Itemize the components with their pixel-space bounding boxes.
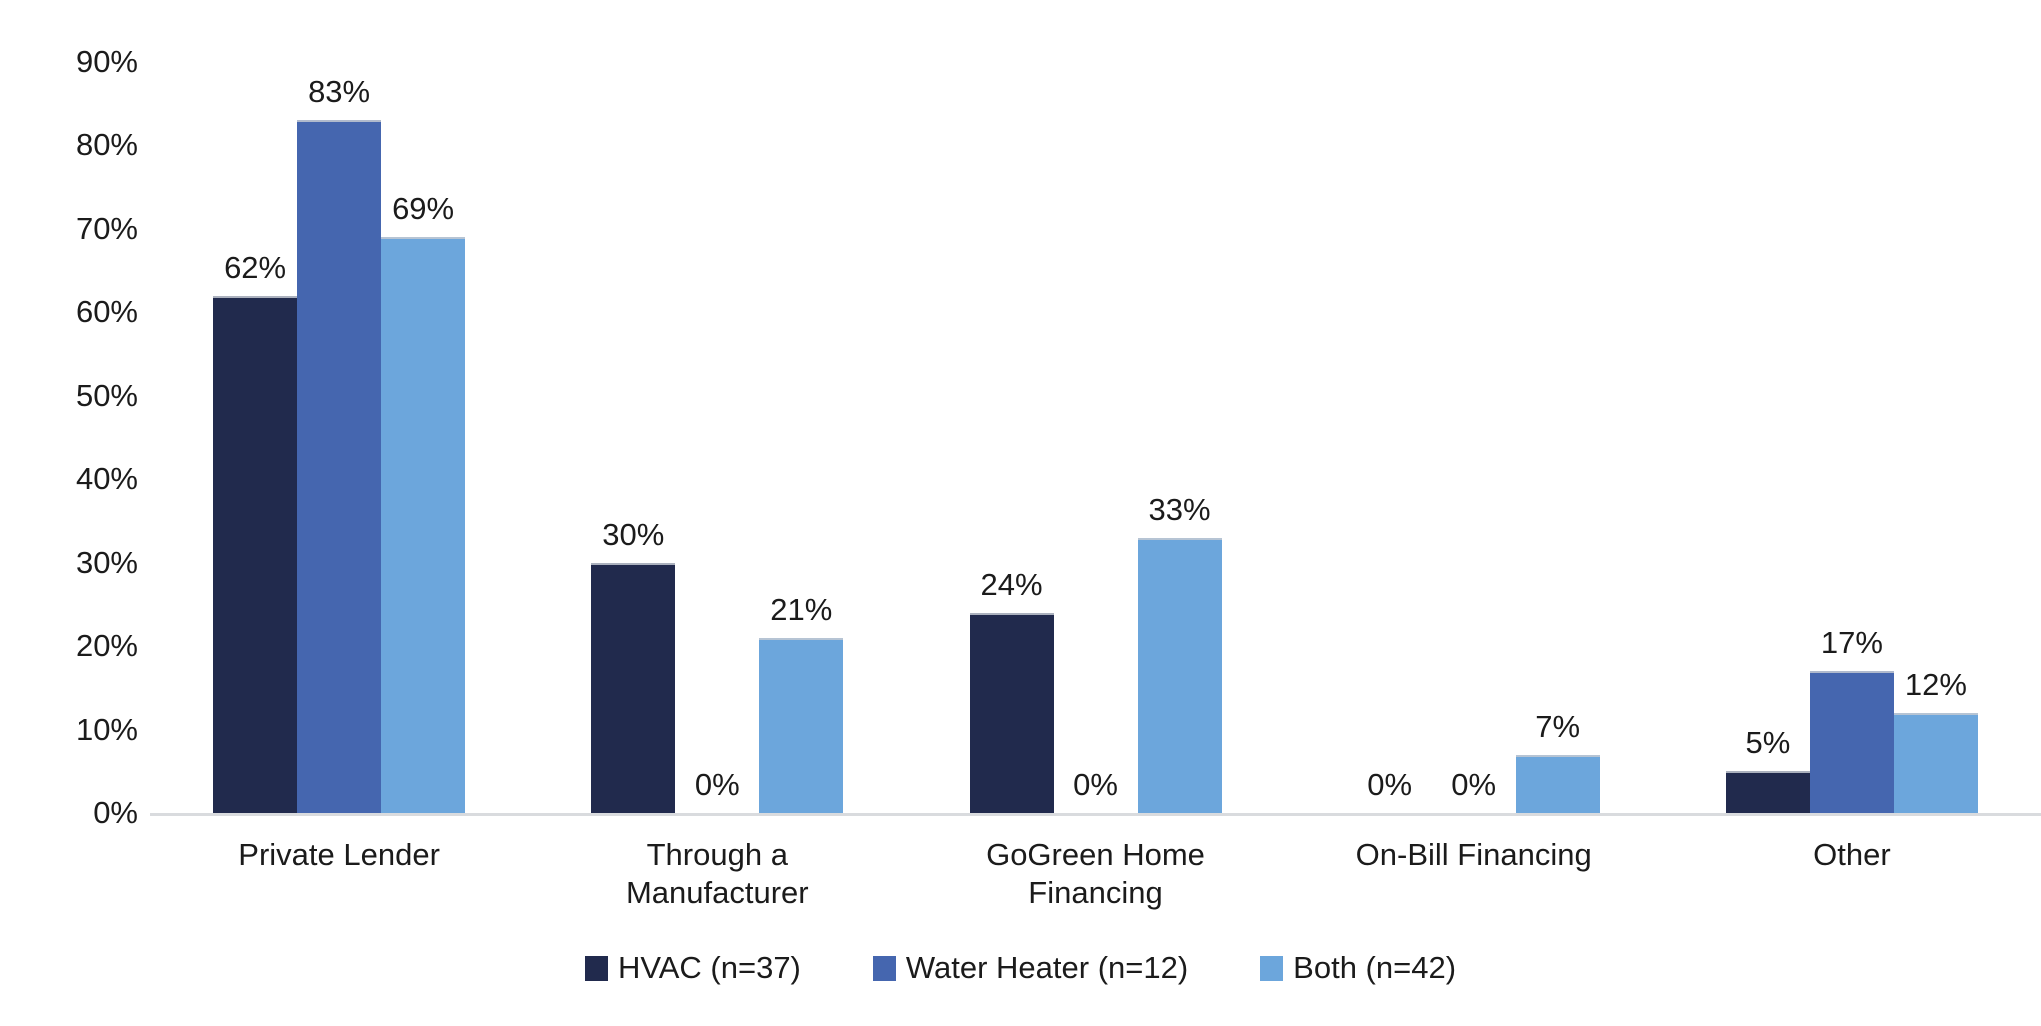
bar-hvac-n-37-gogreen-home-financing	[969, 612, 1054, 813]
bar-value-label: 7%	[1535, 708, 1581, 744]
x-category-label-on-bill-financing: On-Bill Financing	[1285, 836, 1663, 912]
x-category-label-other: Other	[1663, 836, 2041, 912]
legend-label-water-heater-n-12: Water Heater (n=12)	[905, 950, 1189, 985]
bar-slot-both-n-42-other: 12%	[1893, 62, 1978, 813]
x-category-label-text: On-Bill Financing	[1355, 837, 1592, 872]
bar-slot-hvac-n-37-on-bill-financing: 0%	[1348, 62, 1432, 813]
bar-slot-water-heater-n-12-other: 17%	[1809, 62, 1894, 813]
y-tick-label-40: 40%	[75, 461, 138, 497]
bar-slot-water-heater-n-12-on-bill-financing: 0%	[1432, 62, 1516, 813]
bar-hvac-n-37-through-a-manufacturer	[591, 562, 676, 813]
plot-area: 62% 83% 69% 30% 0% 21% 24% 0% 33% 0% 0% 7% 5% 17% 12%	[150, 62, 2041, 816]
bar-slot-hvac-n-37-other: 5%	[1725, 62, 1810, 813]
y-tick-label-20: 20%	[75, 628, 138, 664]
y-tick-label-60: 60%	[75, 294, 138, 330]
x-category-label-private-lender: Private Lender	[150, 836, 528, 912]
y-tick-label-10: 10%	[75, 711, 138, 747]
bar-value-label: 0%	[1367, 767, 1413, 802]
y-tick-label-30: 30%	[75, 544, 138, 580]
bar-slot-hvac-n-37-through-a-manufacturer: 30%	[591, 62, 676, 813]
bar-group-on-bill-financing: 0% 0% 7%	[1285, 62, 1663, 813]
bar-slot-both-n-42-on-bill-financing: 7%	[1515, 62, 1600, 813]
legend-item-hvac-n-37: HVAC (n=37)	[584, 950, 801, 986]
legend-label-hvac-n-37: HVAC (n=37)	[617, 950, 801, 985]
x-axis-category-labels: Private Lender Through a Manufacturer GoGr…	[150, 836, 2041, 912]
y-tick-label-0: 0%	[93, 795, 138, 830]
bar-slot-water-heater-n-12-through-a-manufacturer: 0%	[675, 62, 759, 813]
bar-value-label: 24%	[980, 566, 1043, 602]
bar-slot-water-heater-n-12-private-lender: 83%	[297, 62, 382, 813]
bar-value-label: 83%	[308, 74, 371, 110]
bar-both-n-42-through-a-manufacturer	[759, 637, 844, 813]
bar-slot-hvac-n-37-gogreen-home-financing: 24%	[969, 62, 1054, 813]
bar-group-private-lender: 62% 83% 69%	[150, 62, 528, 813]
bar-value-label: 62%	[224, 249, 287, 285]
x-category-label-text: Other	[1813, 837, 1891, 872]
legend-marker-both-n-42	[1260, 955, 1284, 981]
legend-marker-hvac-n-37	[584, 955, 608, 981]
x-category-label-text: GoGreen Home Financing	[986, 837, 1205, 910]
legend-item-both-n-42: Both (n=42)	[1260, 950, 1456, 986]
bar-slot-both-n-42-private-lender: 69%	[381, 62, 466, 813]
bar-hvac-n-37-other	[1725, 771, 1810, 813]
legend-item-water-heater-n-12: Water Heater (n=12)	[872, 950, 1189, 986]
y-tick-label-80: 80%	[75, 127, 138, 163]
bar-slot-both-n-42-through-a-manufacturer: 21%	[759, 62, 844, 813]
bar-slot-both-n-42-gogreen-home-financing: 33%	[1137, 62, 1222, 813]
y-tick-label-90: 90%	[75, 44, 138, 79]
bar-value-label: 17%	[1820, 625, 1883, 661]
bar-value-label: 30%	[602, 516, 665, 552]
bar-value-label: 12%	[1904, 666, 1967, 702]
bar-both-n-42-private-lender	[381, 237, 466, 813]
y-tick-label-70: 70%	[75, 210, 138, 246]
bar-value-label: 0%	[694, 767, 740, 802]
x-category-label-through-a-manufacturer: Through a Manufacturer	[528, 836, 906, 912]
y-axis: 90% 80% 70% 60% 50% 40% 30% 20% 10% 0%	[0, 45, 138, 830]
x-category-label-text: Through a Manufacturer	[625, 837, 809, 910]
bar-both-n-42-gogreen-home-financing	[1137, 537, 1222, 813]
legend-label-both-n-42: Both (n=42)	[1293, 950, 1457, 985]
bar-value-label: 33%	[1148, 491, 1211, 527]
bar-value-label: 0%	[1451, 767, 1497, 802]
bar-group-through-a-manufacturer: 30% 0% 21%	[528, 62, 906, 813]
bar-group-other: 5% 17% 12%	[1663, 62, 2041, 813]
x-category-label-text: Private Lender	[238, 837, 440, 872]
bar-group-gogreen-home-financing: 24% 0% 33%	[906, 62, 1284, 813]
bar-water-heater-n-12-private-lender	[297, 120, 382, 813]
legend: HVAC (n=37) Water Heater (n=12) Both (n=42…	[0, 950, 2041, 986]
bar-value-label: 5%	[1745, 725, 1791, 761]
bar-slot-water-heater-n-12-gogreen-home-financing: 0%	[1054, 62, 1138, 813]
bar-slot-hvac-n-37-private-lender: 62%	[213, 62, 298, 813]
bar-value-label: 21%	[770, 591, 833, 627]
bar-value-label: 69%	[392, 191, 455, 227]
bar-both-n-42-other	[1893, 712, 1978, 813]
bar-hvac-n-37-private-lender	[213, 295, 298, 813]
bar-value-label: 0%	[1073, 767, 1118, 802]
legend-marker-water-heater-n-12	[872, 955, 896, 981]
bar-both-n-42-on-bill-financing	[1515, 754, 1600, 813]
bar-water-heater-n-12-other	[1809, 671, 1894, 813]
y-tick-label-50: 50%	[75, 377, 138, 413]
x-category-label-gogreen-home-financing: GoGreen Home Financing	[906, 836, 1284, 912]
